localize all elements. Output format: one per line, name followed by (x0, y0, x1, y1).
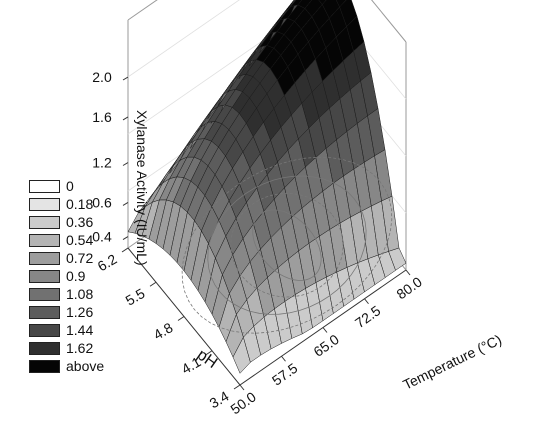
x-tick (364, 298, 369, 305)
legend-label: 0 (66, 178, 74, 194)
legend-item: 0.18 (29, 195, 104, 213)
legend-label: 1.26 (66, 304, 94, 320)
floor-contour (252, 209, 322, 281)
back-grid-line (127, 0, 407, 100)
x-tick-label: 50.0 (227, 388, 259, 417)
legend-item: 0 (29, 177, 104, 195)
surface-patch (388, 247, 407, 271)
z-tick-label: 1.6 (92, 109, 112, 125)
legend-swatch (29, 287, 60, 301)
legend-label: 0.36 (66, 214, 94, 230)
legend-swatch (29, 359, 60, 373)
legend-swatch (29, 251, 60, 265)
legend-swatch (29, 323, 60, 337)
legend-label: 0.54 (66, 232, 94, 248)
z-tick (122, 116, 129, 121)
z-tick (122, 201, 129, 206)
legend-swatch (29, 215, 60, 229)
y-tick (233, 384, 241, 390)
y-tick (177, 316, 185, 321)
legend-item: 1.08 (29, 285, 104, 303)
x-tick-label: 72.5 (352, 302, 384, 331)
legend-item: 0.36 (29, 213, 104, 231)
y-tick-label: 5.5 (123, 285, 148, 309)
z-tick-label: 2.0 (92, 69, 112, 85)
x-axis-label: Temperature (°C) (400, 331, 504, 393)
legend-item: 0.9 (29, 267, 104, 285)
legend-label: 0.18 (66, 196, 94, 212)
floor-contour (207, 175, 367, 315)
x-tick (322, 327, 328, 333)
legend-swatch (29, 305, 60, 319)
legend-item: above (29, 357, 104, 375)
box-edge (127, 0, 158, 21)
z-tick (122, 162, 129, 166)
legend-item: 0.72 (29, 249, 104, 267)
surface-patch (297, 0, 313, 9)
surface-patch (318, 0, 327, 5)
legend-swatch (29, 179, 60, 193)
color-legend: 0 0.18 0.36 0.54 0.72 0.9 1.08 1.26 1.44 1.62 abov… (29, 177, 104, 375)
legend-label: 0.72 (66, 250, 94, 266)
box-edge (371, 0, 407, 43)
z-axis-label: Xylanase Activity (IU/mL) (134, 110, 150, 266)
z-tick-label: 0.6 (92, 194, 112, 210)
legend-label: 1.44 (66, 322, 94, 338)
legend-item: 1.26 (29, 303, 104, 321)
legend-label: 0.9 (66, 268, 86, 284)
legend-swatch (29, 269, 60, 283)
legend-swatch (29, 197, 60, 211)
legend-item: 1.62 (29, 339, 104, 357)
x-tick-label: 80.0 (393, 273, 425, 302)
legend-swatch (29, 341, 60, 355)
z-tick (122, 236, 129, 241)
legend-label: 1.62 (66, 340, 94, 356)
x-tick-label: 65.0 (310, 331, 342, 360)
x-tick (405, 269, 411, 276)
floor-contours (181, 156, 393, 334)
x-tick (239, 384, 245, 391)
y-tick-label: 3.4 (207, 388, 232, 412)
surface-patch (335, 0, 347, 8)
surface-patch (290, 0, 303, 7)
response-surface (127, 0, 407, 374)
floor-contour (181, 156, 393, 334)
y-tick (205, 350, 213, 356)
legend-label: above (66, 358, 105, 374)
x-tick (281, 355, 286, 362)
y-tick (121, 247, 129, 253)
legend-item: 1.44 (29, 321, 104, 339)
y-tick (149, 281, 157, 287)
z-axis: 0.4 0.6 1.2 1.6 2.0 (92, 69, 129, 245)
z-tick-label: 0.4 (92, 229, 112, 245)
legend-label: 1.08 (66, 286, 94, 302)
x-tick-label: 57.5 (269, 360, 301, 389)
y-tick-label: 4.8 (151, 319, 176, 343)
z-tick (122, 76, 129, 81)
legend-item: 0.54 (29, 231, 104, 249)
floor-contour (230, 192, 344, 298)
legend-swatch (29, 233, 60, 247)
z-tick-label: 1.2 (92, 155, 112, 171)
